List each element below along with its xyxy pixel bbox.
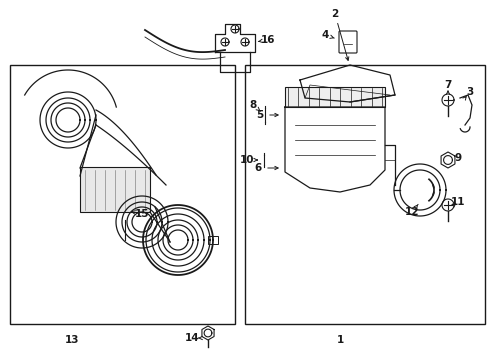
Text: 6: 6 xyxy=(254,163,262,173)
Text: 9: 9 xyxy=(454,153,462,163)
Text: 11: 11 xyxy=(451,197,465,207)
Bar xyxy=(10,65,235,324)
Bar xyxy=(208,236,218,244)
Text: 5: 5 xyxy=(256,110,264,120)
Text: 14: 14 xyxy=(185,333,199,343)
Text: 4: 4 xyxy=(321,30,329,40)
Text: 13: 13 xyxy=(65,335,79,345)
Text: 12: 12 xyxy=(405,207,419,217)
Bar xyxy=(80,167,150,212)
Text: 16: 16 xyxy=(261,35,275,45)
Bar xyxy=(285,87,385,107)
Text: 7: 7 xyxy=(444,80,452,90)
Text: 1: 1 xyxy=(336,335,343,345)
Text: 15: 15 xyxy=(135,209,149,219)
Text: 2: 2 xyxy=(331,9,339,19)
Text: 10: 10 xyxy=(240,155,254,165)
Text: 8: 8 xyxy=(249,100,257,110)
Text: 3: 3 xyxy=(466,87,474,97)
Bar xyxy=(245,65,485,324)
